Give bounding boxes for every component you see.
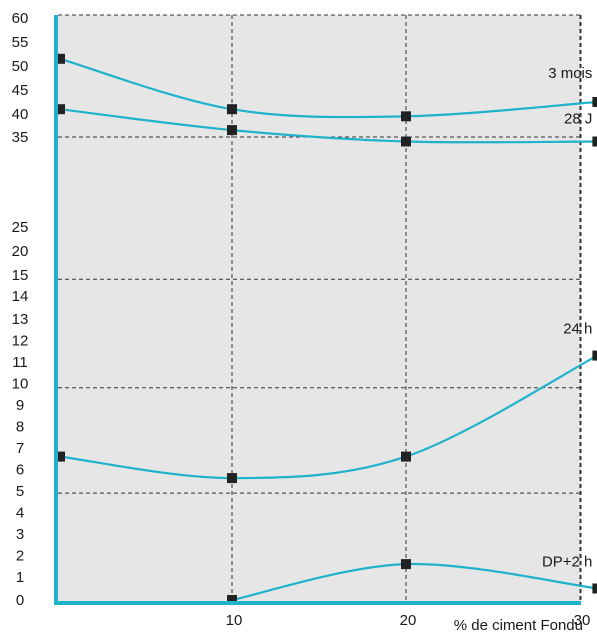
data-marker-24-h (592, 350, 597, 361)
data-marker-3-mois (55, 53, 65, 64)
y-tick-label: 1 (16, 569, 24, 586)
y-tick-label: 2 (16, 548, 24, 565)
data-marker-28-j (592, 136, 597, 147)
y-tick-label: 60 (12, 10, 29, 27)
series-labels: 3 mois 28 J 24 h DP+2 h (542, 65, 592, 571)
y-tick-label: 7 (16, 440, 24, 457)
x-axis-title: % de ciment Fondu (454, 617, 583, 634)
data-marker-28-j (55, 104, 65, 115)
data-marker-3-mois (592, 97, 597, 107)
y-tick-label: 15 (12, 267, 29, 284)
y-tick-label: 5 (16, 483, 24, 500)
y-tick-label: 50 (12, 58, 29, 75)
series-label-dp-2-h: DP+2 h (542, 554, 592, 571)
y-tick-label: 12 (12, 333, 29, 350)
y-tick-label: 3 (16, 526, 24, 543)
data-marker-dp-2-h (227, 595, 237, 605)
series-label-3-mois: 3 mois (548, 65, 592, 82)
data-marker-28-j (227, 125, 237, 136)
series-label-28-j: 28 J (564, 111, 592, 128)
data-marker-dp-2-h (401, 559, 411, 570)
y-tick-label: 40 (12, 106, 29, 123)
y-tick-label: 35 (12, 129, 29, 146)
series-line-28-j (59, 108, 597, 144)
y-tick-label: 20 (12, 243, 29, 260)
data-marker-dp-2-h (592, 583, 597, 594)
data-marker-24-h (401, 451, 411, 462)
y-tick-label: 0 (16, 592, 24, 609)
y-tick-label: 13 (12, 311, 29, 328)
y-tick-label: 55 (12, 34, 29, 51)
series-layer (55, 53, 597, 605)
y-tick-label: 14 (12, 288, 29, 305)
plot-background (58, 15, 581, 603)
data-marker-3-mois (401, 111, 411, 122)
x-tick-label: 20 (400, 612, 417, 629)
data-marker-24-h (227, 473, 237, 484)
series-line-3-mois (59, 57, 597, 119)
data-marker-24-h (55, 451, 65, 462)
x-tick-label: 30 (574, 612, 591, 629)
y-tick-label: 11 (12, 354, 28, 371)
y-tick-label: 6 (16, 462, 24, 479)
axes (54, 15, 581, 605)
data-marker-3-mois (227, 104, 237, 115)
y-tick-label: 4 (16, 505, 24, 522)
series-line-24-h (59, 354, 597, 480)
series-label-24-h: 24 h (563, 321, 592, 338)
y-tick-label: 8 (16, 419, 24, 436)
y-tick-label: 25 (12, 219, 29, 236)
x-tick-label: 10 (226, 612, 243, 629)
y-tick-label: 10 (12, 376, 29, 393)
tick-labels: 0123456789101112131415202535404550556010… (12, 10, 591, 629)
y-tick-label: 45 (12, 82, 29, 99)
y-tick-label: 9 (16, 397, 24, 414)
data-marker-28-j (401, 136, 411, 147)
